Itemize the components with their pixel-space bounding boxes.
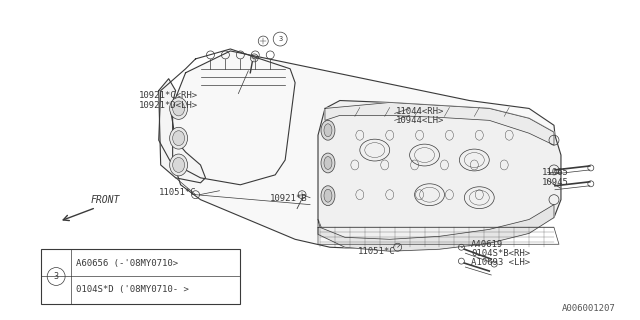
Ellipse shape [324,156,332,169]
Text: A60656 (-'08MY0710>: A60656 (-'08MY0710> [76,259,178,268]
Text: 10945: 10945 [542,178,569,187]
Ellipse shape [170,127,188,149]
Polygon shape [159,79,205,183]
Ellipse shape [324,124,332,137]
Ellipse shape [173,101,184,116]
Text: 3: 3 [54,272,59,281]
Text: 11065: 11065 [542,168,569,177]
Ellipse shape [170,154,188,176]
Text: 11051*C: 11051*C [358,247,396,256]
Text: 0104S*B<RH>: 0104S*B<RH> [471,249,531,258]
Text: A10693 <LH>: A10693 <LH> [471,258,531,267]
Text: 3: 3 [278,36,282,42]
Polygon shape [325,102,554,145]
Text: 10921*D<LH>: 10921*D<LH> [139,100,198,109]
Text: A40619: A40619 [471,240,504,249]
Polygon shape [318,100,561,249]
Ellipse shape [321,186,335,206]
Ellipse shape [324,189,332,202]
Text: 10921*B: 10921*B [270,194,308,203]
Text: 10944<LH>: 10944<LH> [396,116,444,125]
Text: 11051*C: 11051*C [159,188,196,197]
Text: 11044<RH>: 11044<RH> [396,108,444,116]
Text: 0104S*D ('08MY0710- >: 0104S*D ('08MY0710- > [76,285,189,294]
Bar [41,249,241,304]
Text: FRONT: FRONT [91,195,120,204]
Text: 10921*C<RH>: 10921*C<RH> [139,91,198,100]
Ellipse shape [170,98,188,119]
Ellipse shape [321,153,335,173]
Ellipse shape [173,157,184,172]
Text: A006001207: A006001207 [562,304,616,313]
Ellipse shape [321,120,335,140]
Polygon shape [173,51,559,249]
Ellipse shape [173,131,184,146]
Polygon shape [318,204,554,251]
